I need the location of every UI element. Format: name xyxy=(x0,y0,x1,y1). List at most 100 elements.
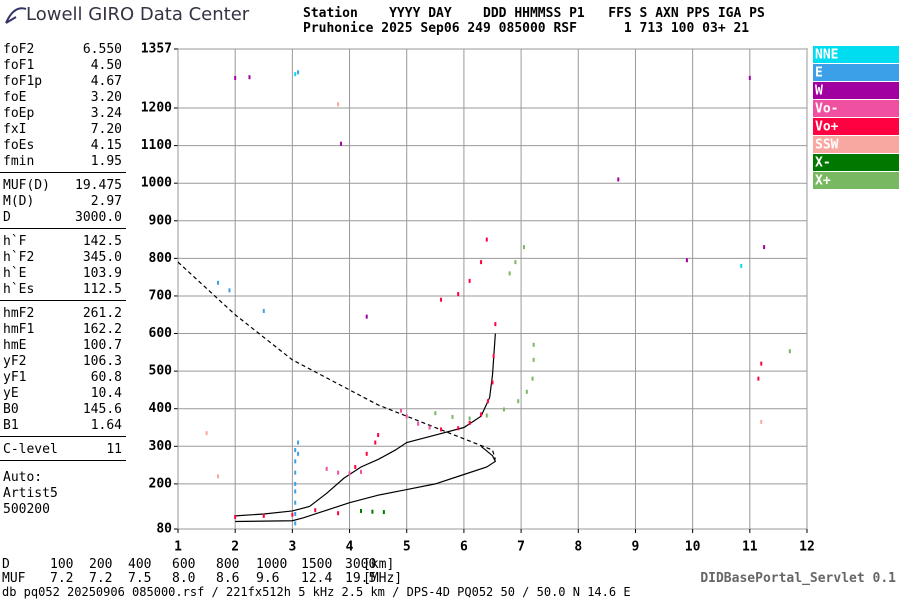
legend-swatch xyxy=(813,136,899,153)
echo-point xyxy=(617,177,620,182)
echo-point xyxy=(297,451,300,456)
muf-cell: 3000 xyxy=(345,557,377,572)
legend-label: Vo+ xyxy=(815,120,839,135)
echo-point xyxy=(486,399,489,404)
legend-label: X- xyxy=(815,156,831,171)
legend-label: NNE xyxy=(815,48,838,63)
echo-point xyxy=(294,470,297,475)
param-label: foEs xyxy=(3,138,35,153)
muf-cell: 200 xyxy=(89,557,113,572)
plot-area xyxy=(177,48,808,530)
param-value: 106.3 xyxy=(82,354,122,369)
param-value: 11 xyxy=(106,442,122,457)
echo-point xyxy=(248,75,251,80)
echo-point xyxy=(468,421,471,426)
x-tick-label: 3 xyxy=(288,540,296,555)
param-label: B0 xyxy=(3,402,19,417)
muf-cell: 7.2 xyxy=(50,571,74,586)
echo-point xyxy=(760,361,763,366)
echo-point xyxy=(205,431,208,436)
param-value: 2.97 xyxy=(90,194,122,209)
param-label: h`F2 xyxy=(3,250,35,265)
param-label: foF1p xyxy=(3,74,43,89)
muf-cell: 100 xyxy=(50,557,74,572)
param-value: 3000.0 xyxy=(75,210,122,225)
param-label: D xyxy=(3,210,11,225)
param-value: 7.20 xyxy=(90,122,122,137)
echo-point xyxy=(760,419,763,424)
echo-point xyxy=(494,322,497,327)
echo-point xyxy=(440,297,443,302)
echo-point xyxy=(480,260,483,265)
legend-swatch xyxy=(813,154,899,171)
echo-point xyxy=(365,314,368,319)
echo-point xyxy=(337,511,340,516)
echo-point xyxy=(757,376,760,381)
muf-cell: 400 xyxy=(128,557,152,572)
echo-point xyxy=(457,292,460,297)
auto-text: 500200 xyxy=(3,502,50,517)
echo-point xyxy=(228,288,231,293)
legend-swatch xyxy=(813,118,899,135)
param-label: h`F xyxy=(3,234,27,249)
param-value: 261.2 xyxy=(82,306,122,321)
echo-point xyxy=(354,464,357,469)
x-tick-label: 1 xyxy=(174,540,182,555)
muf-cell: 12.4 xyxy=(301,571,333,586)
echo-point xyxy=(508,271,511,276)
y-tick-label: 900 xyxy=(149,213,173,228)
param-value: 103.9 xyxy=(82,266,122,281)
param-label: yF2 xyxy=(3,354,27,369)
muf-unit: [km] xyxy=(363,557,395,572)
muf-cell: 9.6 xyxy=(256,571,280,586)
echo-point xyxy=(525,389,528,394)
echo-point xyxy=(325,466,328,471)
echo-point xyxy=(234,514,237,519)
separator xyxy=(0,300,126,301)
echo-point xyxy=(532,342,535,347)
echo-point xyxy=(314,508,317,513)
separator xyxy=(0,436,126,437)
param-value: 162.2 xyxy=(82,322,122,337)
param-value: 10.4 xyxy=(90,386,122,401)
footer-info: db pq052 20250906 085000.rsf / 221fx512h… xyxy=(2,585,631,599)
x-tick-label: 4 xyxy=(346,540,354,555)
auto-text: Auto: xyxy=(3,470,43,485)
echo-point xyxy=(374,440,377,445)
echo-point xyxy=(294,448,297,453)
param-value: 4.15 xyxy=(90,138,122,153)
servlet: DIDBasePortal_Servlet 0.1 xyxy=(700,571,896,586)
echo-point xyxy=(485,413,488,418)
echo-point xyxy=(788,349,791,354)
echo-point xyxy=(262,308,265,313)
param-label: C-level xyxy=(3,442,58,457)
echo-point xyxy=(405,414,408,419)
param-value: 112.5 xyxy=(82,282,122,297)
echo-point xyxy=(234,75,237,80)
y-tick-label: 1000 xyxy=(141,176,172,191)
param-value: 4.50 xyxy=(90,58,122,73)
echo-point xyxy=(685,258,688,263)
muf-cell: 800 xyxy=(216,557,240,572)
param-value: 145.6 xyxy=(82,402,122,417)
x-tick-label: 5 xyxy=(403,540,411,555)
echo-point xyxy=(359,508,362,513)
echo-point xyxy=(337,102,340,107)
legend-swatch xyxy=(813,172,899,189)
param-label: M(D) xyxy=(3,194,35,209)
echo-point xyxy=(291,512,294,517)
param-label: MUF(D) xyxy=(3,178,50,193)
x-tick-label: 8 xyxy=(574,540,582,555)
x-tick-label: 12 xyxy=(799,540,815,555)
param-label: foEp xyxy=(3,106,35,121)
muf-cell: 8.6 xyxy=(216,571,240,586)
y-tick-label: 300 xyxy=(149,439,173,454)
legend-label: Vo- xyxy=(815,102,838,117)
echo-point xyxy=(217,280,220,285)
y-tick-label: 1100 xyxy=(141,138,172,153)
param-value: 3.24 xyxy=(90,106,122,121)
echo-point xyxy=(417,421,420,426)
legend-label: SSW xyxy=(815,138,839,153)
muf-cell: 7.5 xyxy=(128,571,152,586)
